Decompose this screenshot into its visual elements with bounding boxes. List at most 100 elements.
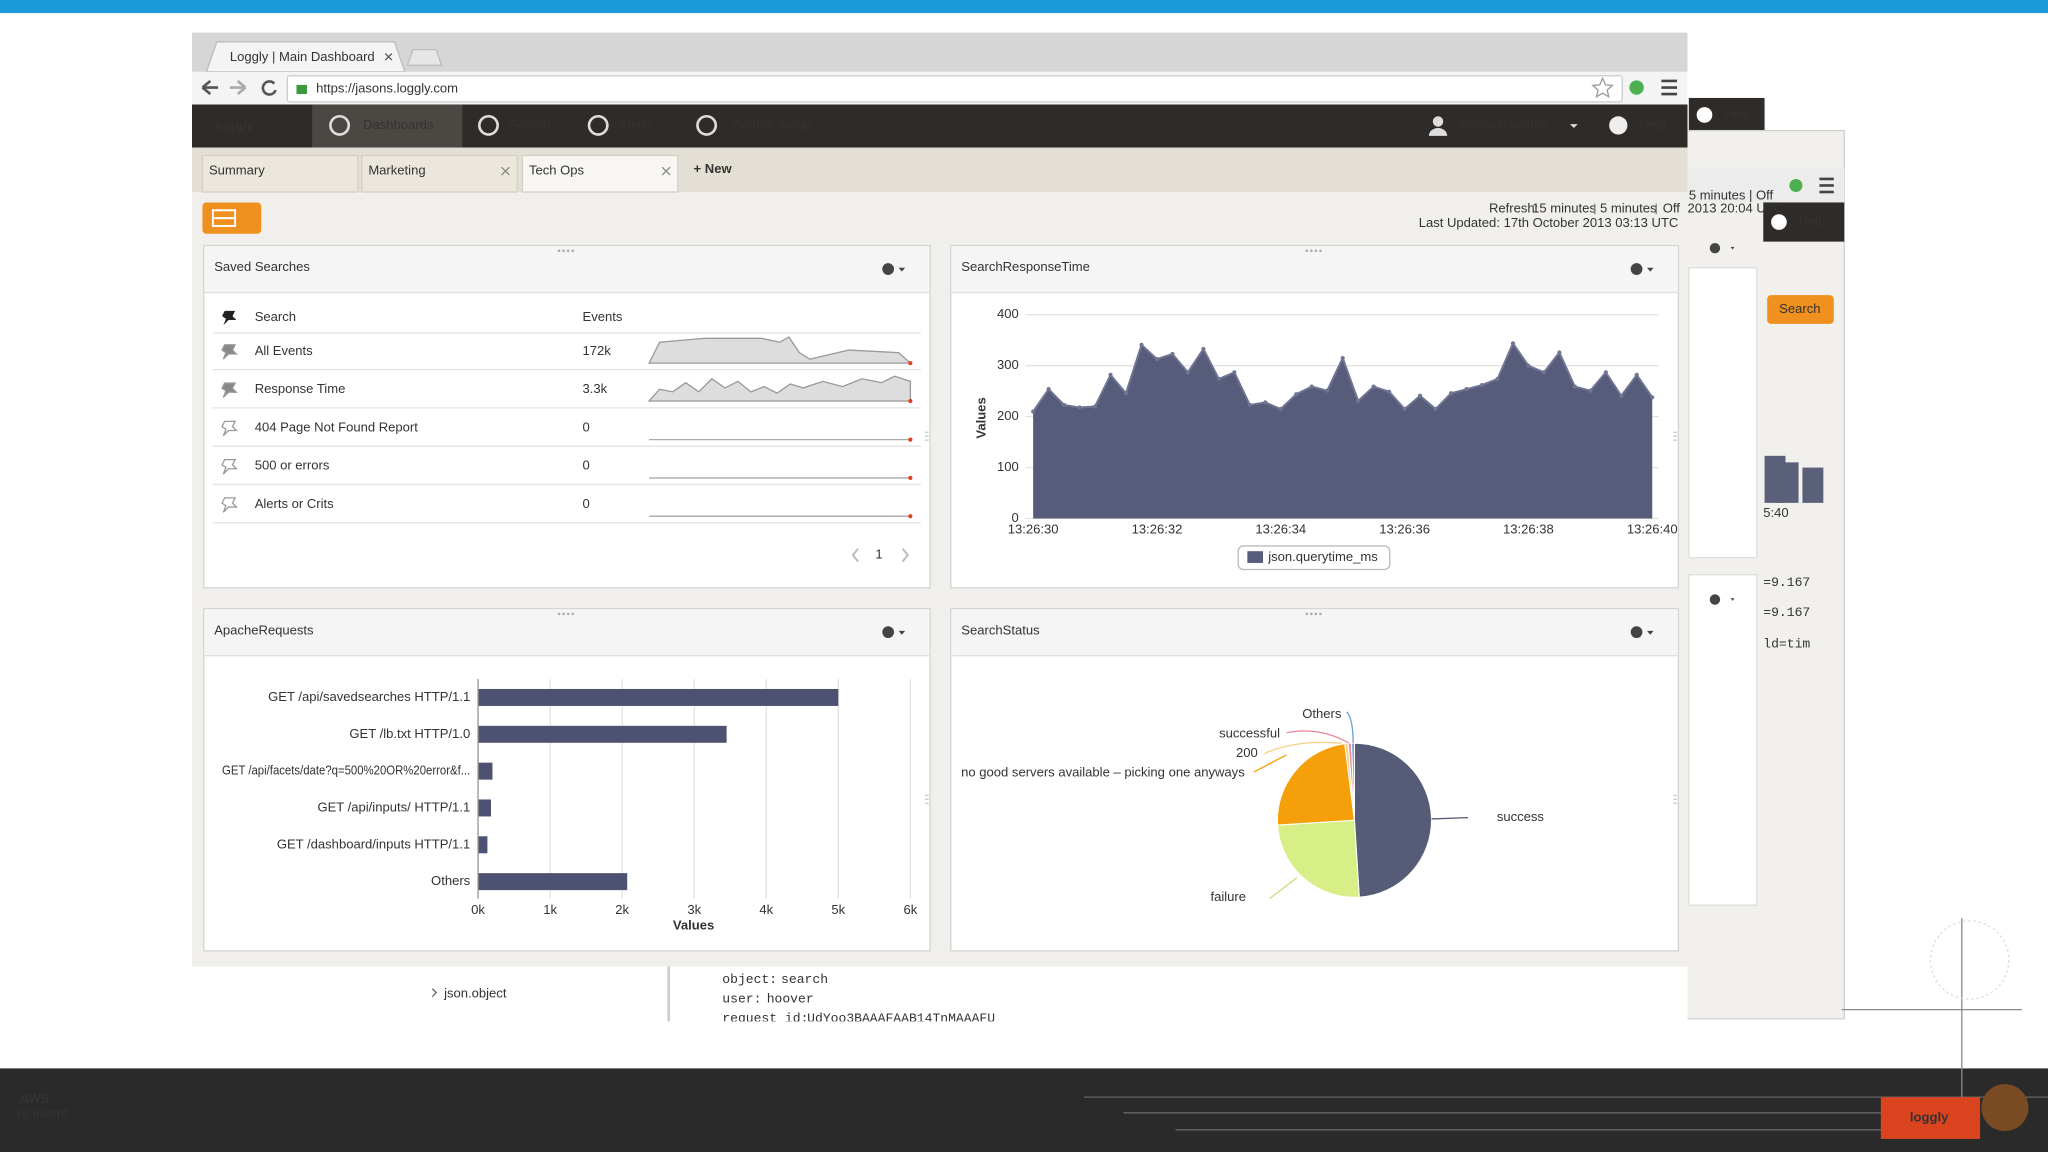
pie-slice (1353, 742, 1433, 898)
legend-swatch (1247, 551, 1264, 563)
point (1201, 346, 1206, 351)
slice-label: successful (1219, 725, 1280, 740)
saved-search-link[interactable]: Response Time (255, 381, 346, 396)
url-text[interactable]: https://jasons.loggly.com (316, 80, 458, 95)
search-button-label[interactable]: Search (1779, 301, 1820, 316)
drag-handle (566, 612, 570, 616)
pie-slice (1276, 743, 1356, 826)
sparkline-end (908, 398, 913, 404)
refresh-option[interactable]: 15 minutes (1532, 200, 1596, 215)
nav-item[interactable]: Alerts (619, 117, 653, 132)
y-tick-label: Others (431, 873, 471, 888)
saved-search-link[interactable]: Alerts or Crits (255, 496, 334, 511)
caret (898, 630, 906, 635)
point (1479, 382, 1485, 388)
slice-label: 200 (1236, 745, 1258, 760)
updated-text: 2013 20:04 UTC (1688, 200, 1784, 215)
back-panel (1688, 267, 1758, 559)
y-tick-label: GET /api/facets/date?q=500%20OR%20error&… (222, 763, 470, 778)
refresh-option[interactable]: Off (1663, 200, 1681, 215)
drag-handle (1310, 612, 1313, 616)
drag-handle (557, 612, 561, 616)
bar (478, 799, 492, 817)
point (1387, 389, 1392, 394)
bar (478, 762, 493, 780)
drag-handle (571, 612, 575, 616)
nav-item[interactable]: Search (509, 117, 550, 132)
back-bar (1777, 462, 1799, 503)
bookmark-star[interactable] (1591, 76, 1615, 99)
logo[interactable]: loggly (216, 118, 255, 133)
x-tick-label: 5k (831, 902, 845, 917)
help-link[interactable]: Help (1639, 117, 1666, 132)
sparkline (647, 375, 912, 402)
point (1325, 388, 1330, 393)
gear-icon[interactable] (882, 626, 895, 639)
back-arrow[interactable] (201, 79, 219, 96)
event-count: 0 (583, 458, 590, 473)
help-link[interactable]: Help (1724, 106, 1751, 121)
gear-icon[interactable] (1630, 263, 1643, 275)
caret (898, 267, 906, 272)
point (1340, 355, 1345, 361)
saved-search-link[interactable]: 404 Page Not Found Report (255, 419, 419, 434)
y-tick-label: GET /api/savedsearches HTTP/1.1 (268, 689, 470, 704)
x-tick-label: 13:26:40 (1627, 522, 1678, 537)
json-node[interactable]: json.object (443, 985, 507, 1000)
help-link[interactable]: Help (1799, 213, 1826, 228)
y-tick-label: 0 (1012, 510, 1019, 525)
gear-icon[interactable] (882, 263, 895, 275)
widget-header (952, 609, 1678, 656)
point (1417, 393, 1423, 398)
point (1402, 406, 1407, 412)
browser-tab[interactable] (205, 41, 406, 73)
back-bar (1802, 467, 1824, 503)
pin-icon (221, 497, 238, 513)
area-fill (1033, 343, 1653, 519)
point (1526, 363, 1531, 368)
back-panel (1688, 574, 1758, 906)
user-menu[interactable]: jasons@jasons (1458, 117, 1548, 132)
gear-icon[interactable] (1630, 626, 1643, 639)
x-tick-label: 13:26:34 (1255, 522, 1306, 537)
user-icon (1428, 128, 1448, 136)
saved-search-link[interactable]: 500 or errors (255, 458, 330, 473)
widget-title: SearchResponseTime (961, 259, 1090, 274)
tab-close (384, 53, 393, 61)
dashboard-tab-label[interactable]: Marketing (368, 163, 425, 178)
nav-item[interactable]: Source Setup (733, 117, 812, 132)
json-lines: object: search user: hoover request_id:UdYoo… (722, 972, 995, 1021)
point (1356, 398, 1361, 403)
widget-header (205, 609, 929, 656)
slice-label: no good servers available – picking one … (961, 765, 1245, 780)
leader-line (1264, 741, 1342, 755)
reinvent-logo: re:Invent (17, 1106, 68, 1121)
point (1278, 406, 1283, 412)
drag-handle (1319, 249, 1322, 253)
reload[interactable] (261, 80, 277, 96)
point (1588, 388, 1593, 393)
help-icon (1771, 214, 1787, 230)
saved-search-link[interactable]: All Events (255, 343, 313, 358)
gear-icon (1709, 242, 1735, 254)
pin-icon (221, 382, 238, 398)
drag-handle (562, 249, 565, 253)
help-icon (1696, 107, 1713, 123)
y-tick-label: 400 (997, 306, 1019, 321)
slice-label: failure (1210, 889, 1246, 904)
footer (0, 1068, 2048, 1152)
dashboard-tab-label[interactable]: Tech Ops (529, 163, 585, 178)
back-field: ld=tim (1763, 636, 1810, 651)
expand-arrow[interactable] (431, 988, 438, 998)
next-page[interactable] (901, 547, 910, 563)
new-tab[interactable]: + New (694, 161, 733, 176)
x-tick-label: 13:26:32 (1132, 522, 1183, 537)
refresh-option[interactable]: 5 minutes (1600, 200, 1657, 215)
x-tick-label: 2k (615, 902, 629, 917)
forward-arrow[interactable] (229, 79, 247, 96)
nav-item[interactable]: Dashboards (363, 117, 434, 132)
dashboard-tab-label[interactable]: Summary (209, 163, 265, 178)
prev-page[interactable] (851, 547, 859, 563)
